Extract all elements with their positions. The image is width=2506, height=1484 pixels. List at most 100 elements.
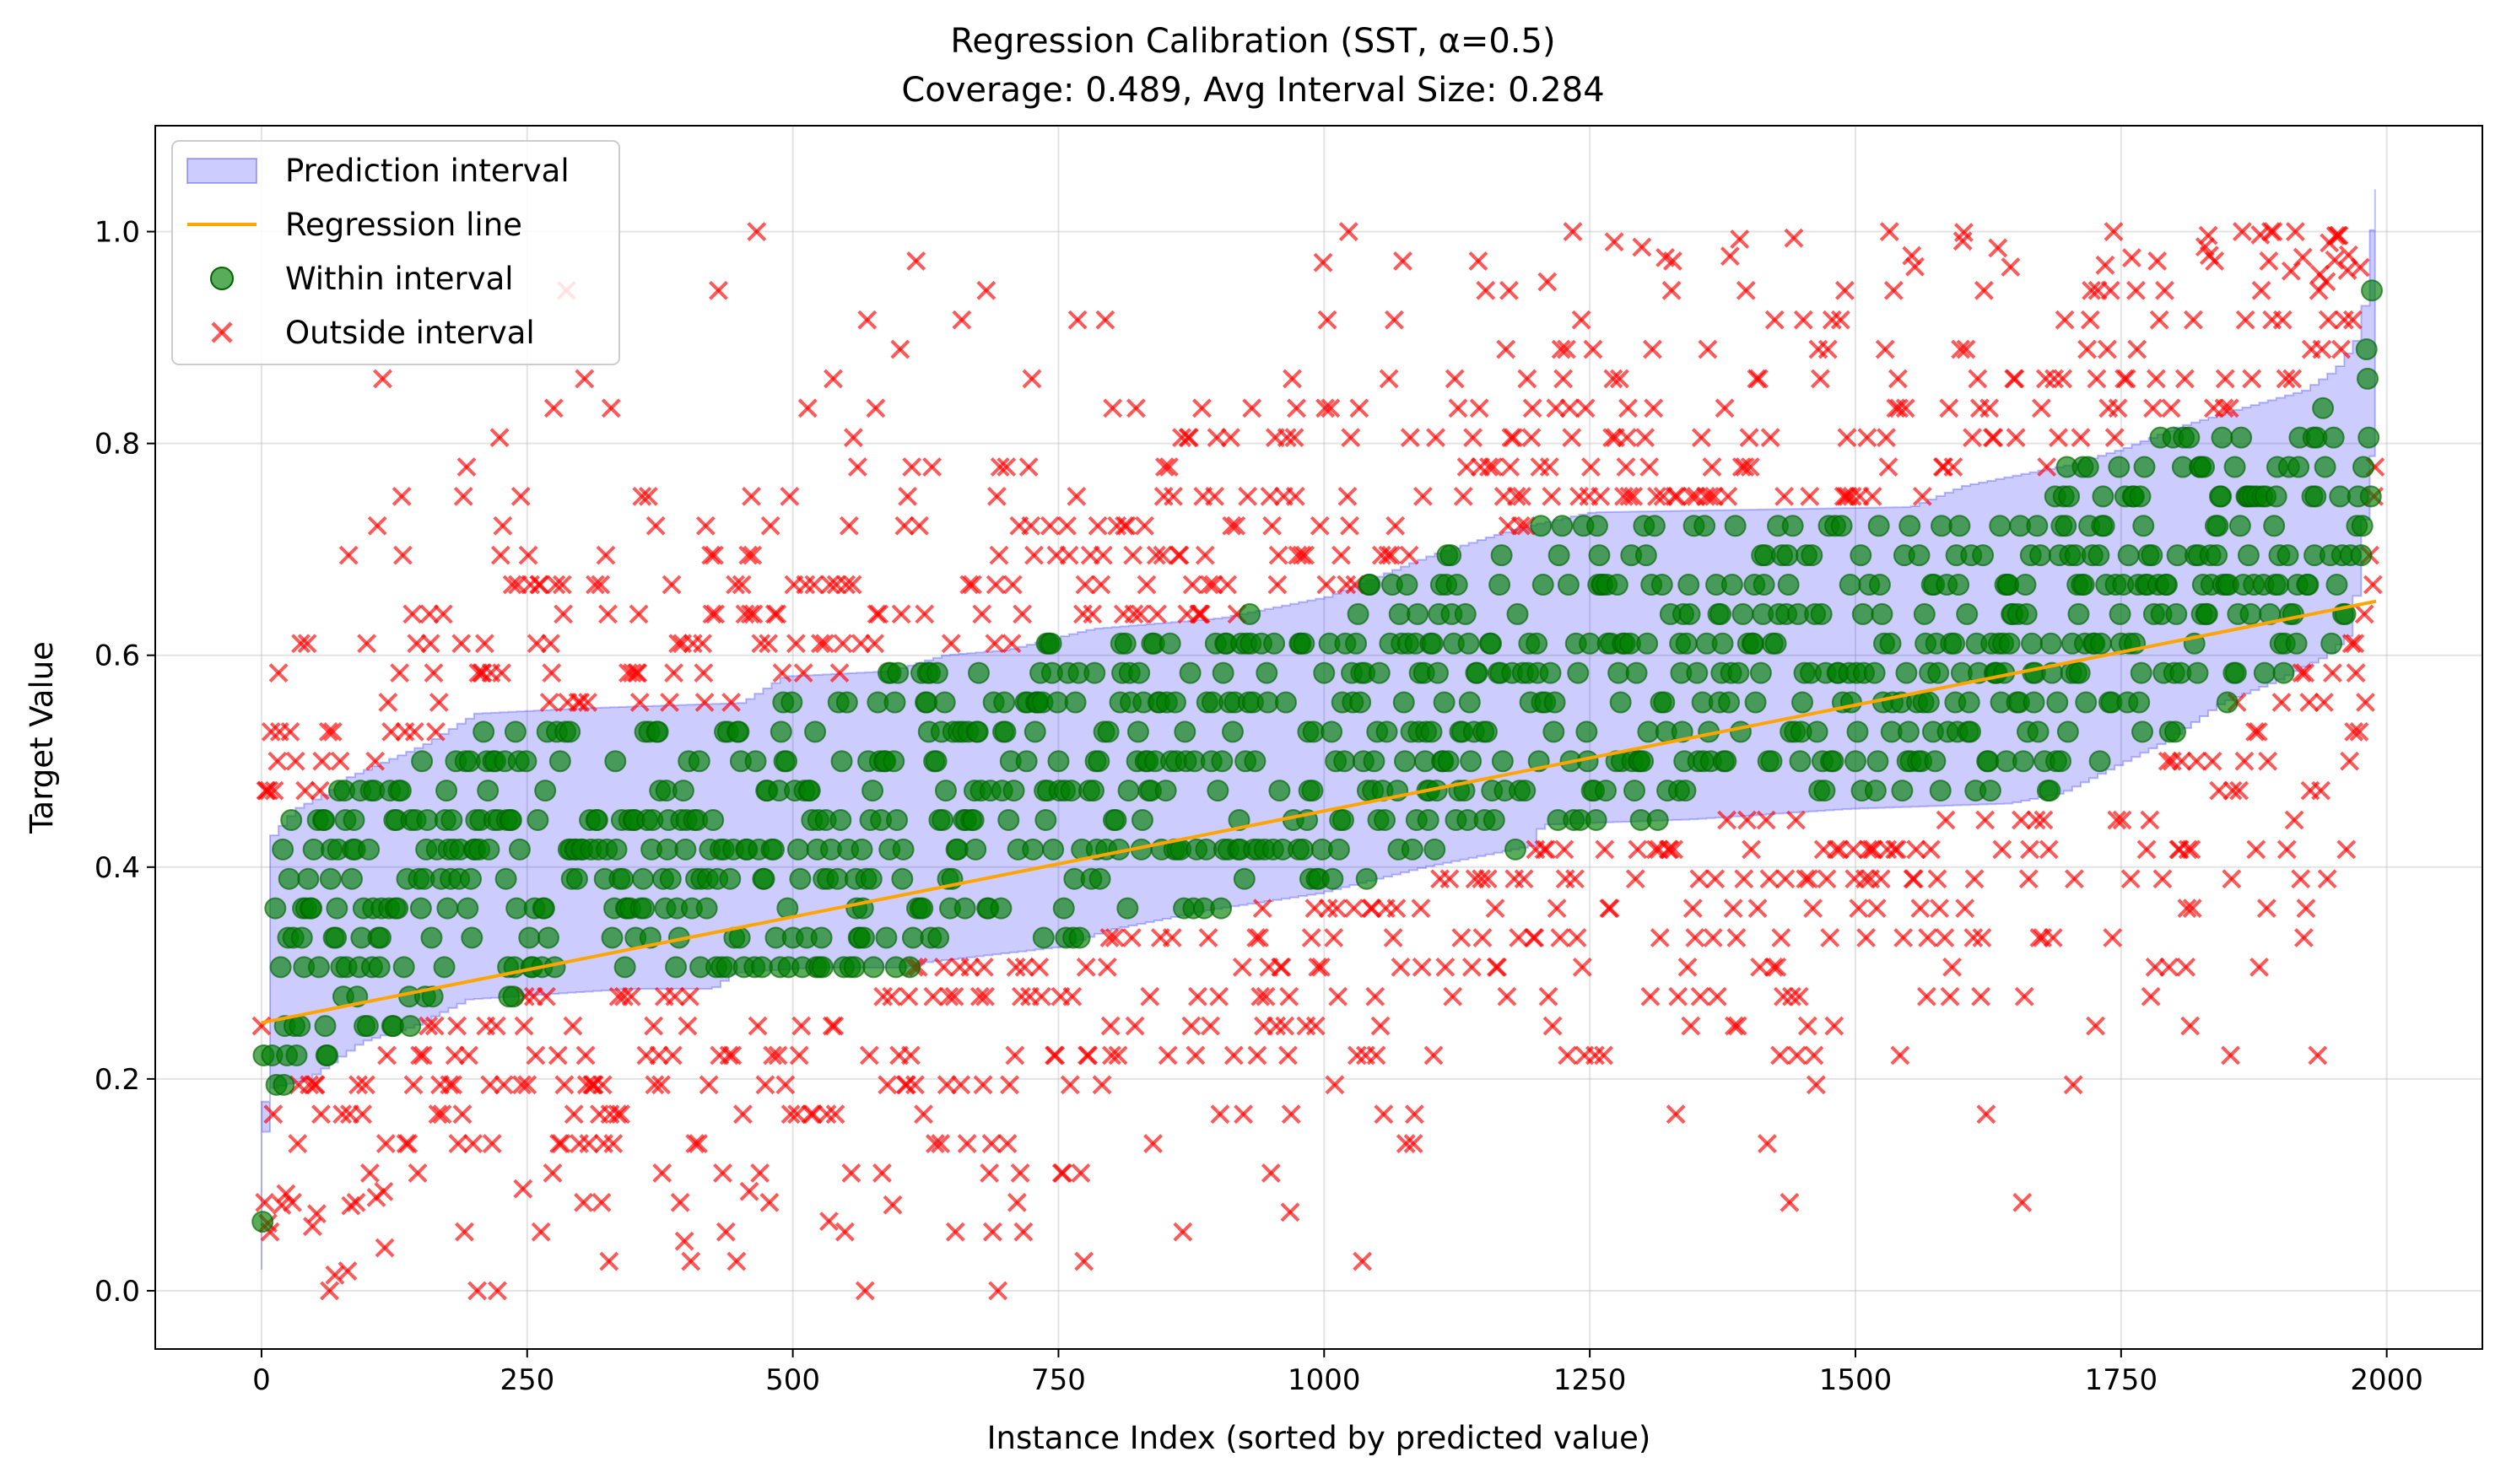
outside-interval-point	[1337, 575, 1357, 595]
outside-point-stroke	[1338, 222, 1358, 241]
outside-interval-point	[2316, 272, 2336, 292]
within-interval-point	[1480, 632, 1503, 655]
within-interval-point	[1164, 691, 1186, 714]
outside-interval-point	[732, 575, 752, 595]
outside-point-stroke	[307, 1204, 327, 1224]
within-interval-point	[1715, 750, 1737, 773]
outside-point-stroke	[689, 1134, 708, 1154]
outside-interval-point	[743, 545, 763, 565]
outside-point-stroke	[1964, 869, 1985, 889]
outside-interval-point	[1770, 1045, 1790, 1066]
outside-point-stroke	[797, 398, 818, 418]
outside-point-stroke	[1954, 223, 1974, 242]
within-interval-point	[829, 808, 852, 831]
outside-point-stroke	[348, 1075, 368, 1095]
within-interval-point	[1866, 750, 1889, 773]
outside-point-stroke	[980, 1163, 1000, 1183]
outside-point-stroke	[763, 1045, 783, 1066]
outside-point-stroke	[1616, 457, 1636, 477]
outside-interval-point	[599, 1251, 619, 1271]
outside-point-stroke	[2202, 751, 2222, 771]
outside-interval-point	[1278, 1045, 1298, 1066]
outside-point-stroke	[2126, 280, 2146, 300]
within-interval-point	[605, 838, 628, 861]
outside-interval-point	[925, 1134, 945, 1154]
outside-interval-point	[1720, 246, 1740, 267]
outside-interval-point	[1067, 486, 1087, 506]
outside-interval-point	[2031, 398, 2051, 418]
within-interval-point	[343, 808, 365, 831]
outside-interval-point	[463, 1134, 483, 1154]
outside-interval-point	[2108, 398, 2128, 418]
within-interval-point	[2046, 691, 2069, 714]
within-interval-point	[2166, 544, 2189, 567]
outside-point-stroke	[952, 310, 972, 330]
outside-point-stroke	[1975, 810, 1996, 830]
outside-point-stroke	[2104, 222, 2124, 241]
outside-point-stroke	[733, 1104, 753, 1125]
outside-interval-point	[2014, 986, 2034, 1006]
outside-interval-point	[1226, 515, 1246, 536]
within-interval-point	[933, 691, 956, 714]
outside-point-stroke	[1328, 986, 1348, 1006]
outside-interval-point	[1905, 256, 1925, 277]
outside-interval-point	[915, 604, 935, 624]
outside-point-stroke	[1984, 428, 2004, 448]
outside-point-stroke	[1737, 810, 1757, 830]
outside-point-stroke	[2317, 869, 2337, 889]
within-interval-point	[2014, 574, 2037, 596]
outside-interval-point	[1310, 515, 1330, 536]
outside-point-stroke	[1666, 486, 1687, 506]
outside-point-stroke	[420, 634, 440, 654]
outside-point-stroke	[574, 1192, 593, 1212]
within-interval-point	[1256, 691, 1279, 714]
outside-point-stroke	[305, 1075, 326, 1095]
outside-point-stroke	[1169, 545, 1190, 565]
outside-interval-point	[2064, 869, 2084, 889]
within-interval-point	[1724, 515, 1747, 537]
outside-point-stroke	[1834, 280, 1855, 300]
outside-point-stroke	[2087, 369, 2107, 389]
outside-point-stroke	[719, 1045, 739, 1066]
outside-interval-point	[742, 486, 761, 506]
outside-interval-point	[467, 1281, 488, 1301]
outside-interval-point	[1650, 928, 1670, 947]
outside-interval-point	[1542, 1016, 1563, 1036]
outside-interval-point	[1488, 957, 1507, 977]
outside-interval-point	[2082, 280, 2101, 300]
outside-point-stroke	[662, 575, 682, 595]
within-interval-point	[2272, 661, 2295, 684]
outside-point-stroke	[1108, 1045, 1128, 1066]
outside-interval-point	[355, 1075, 375, 1095]
outside-interval-point	[2285, 222, 2305, 241]
outside-interval-point	[1021, 515, 1041, 536]
outside-point-stroke	[1403, 1134, 1423, 1154]
outside-point-stroke	[1013, 1222, 1034, 1242]
outside-point-stroke	[1301, 928, 1321, 947]
outside-interval-point	[1362, 898, 1382, 919]
outside-interval-point	[373, 369, 392, 389]
legend: Prediction interval Regression line With…	[171, 140, 620, 365]
outside-point-stroke	[2259, 251, 2279, 271]
outside-point-stroke	[732, 575, 752, 595]
outside-interval-point	[1857, 428, 1877, 448]
outside-interval-point	[2071, 428, 2091, 448]
outside-point-stroke	[1383, 928, 1403, 947]
within-interval-point	[1401, 838, 1423, 861]
within-interval-point	[302, 838, 325, 861]
within-interval-point	[358, 838, 381, 861]
outside-point-stroke	[1594, 1045, 1613, 1066]
outside-point-stroke	[767, 604, 787, 624]
outside-point-stroke	[445, 1045, 465, 1066]
outside-point-stroke	[2012, 1192, 2033, 1212]
outside-point-stroke	[2120, 869, 2141, 889]
outside-interval-point	[543, 398, 564, 418]
outside-point-stroke	[678, 1016, 698, 1036]
outside-point-stroke	[1315, 398, 1335, 418]
outside-interval-point	[906, 251, 926, 271]
outside-interval-point	[1866, 898, 1887, 919]
outside-point-stroke	[1209, 986, 1229, 1006]
outside-point-stroke	[1287, 398, 1306, 418]
outside-interval-point	[1616, 457, 1636, 477]
outside-point-stroke	[488, 1281, 507, 1301]
